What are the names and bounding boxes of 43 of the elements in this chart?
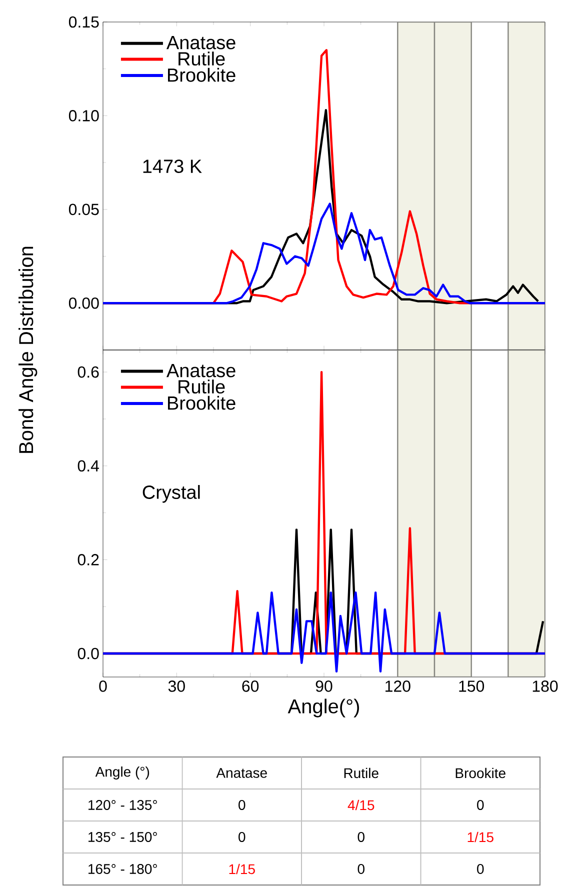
y-tick-label: 0.05 bbox=[68, 204, 99, 216]
text: 0 bbox=[477, 864, 484, 874]
category-label: 120° - 135° bbox=[88, 800, 157, 810]
x-tick-label: 0 bbox=[99, 680, 107, 692]
y-tick-label: 0.15 bbox=[68, 16, 99, 28]
line-series bbox=[103, 591, 545, 672]
text: 0 bbox=[358, 832, 364, 842]
text: 1/15 bbox=[229, 864, 255, 874]
legend-label: Rutile bbox=[178, 52, 225, 66]
annotation: 1473 K bbox=[143, 160, 202, 174]
text: 1/15 bbox=[468, 832, 494, 842]
y-tick-label: 0.00 bbox=[68, 297, 99, 309]
x-tick-label: 180 bbox=[532, 680, 558, 692]
y-axis-title: Bond Angle Distribution bbox=[18, 246, 38, 453]
category-label: 165° - 180° bbox=[88, 864, 157, 874]
text: 0 bbox=[477, 800, 484, 810]
x-tick-label: 120 bbox=[386, 680, 410, 692]
text: Angle (°) bbox=[95, 766, 150, 780]
legend-label: Anatase bbox=[166, 36, 236, 50]
legend-label: Brookite bbox=[168, 68, 236, 82]
category-label: 135° - 150° bbox=[88, 832, 157, 842]
annotation: Crystal bbox=[142, 485, 200, 503]
legend-label: Brookite bbox=[168, 396, 236, 410]
text: 0 bbox=[358, 864, 364, 874]
y-tick-label: 0.10 bbox=[68, 110, 99, 122]
category-label: Rutile bbox=[344, 768, 378, 778]
x-tick-label: 60 bbox=[242, 680, 259, 692]
line-series bbox=[102, 202, 545, 304]
text: 0 bbox=[238, 800, 246, 810]
y-tick-label: 0.4 bbox=[78, 460, 99, 472]
x-tick-label: 150 bbox=[459, 680, 484, 692]
text: 0 bbox=[238, 832, 246, 842]
category-label: Anatase bbox=[216, 768, 267, 778]
x-axis-title: Angle(°) bbox=[288, 698, 359, 718]
y-tick-label: 0.6 bbox=[78, 366, 99, 378]
y-tick-label: 0.0 bbox=[78, 648, 99, 660]
legend-label: Rutile bbox=[178, 380, 225, 394]
x-tick-label: 90 bbox=[316, 680, 332, 692]
y-tick-label: 0.2 bbox=[78, 554, 99, 566]
category-label: Brookite bbox=[456, 768, 506, 778]
text: 4/15 bbox=[348, 800, 374, 810]
x-tick-label: 30 bbox=[168, 680, 185, 692]
legend-label: Anatase bbox=[166, 364, 236, 378]
